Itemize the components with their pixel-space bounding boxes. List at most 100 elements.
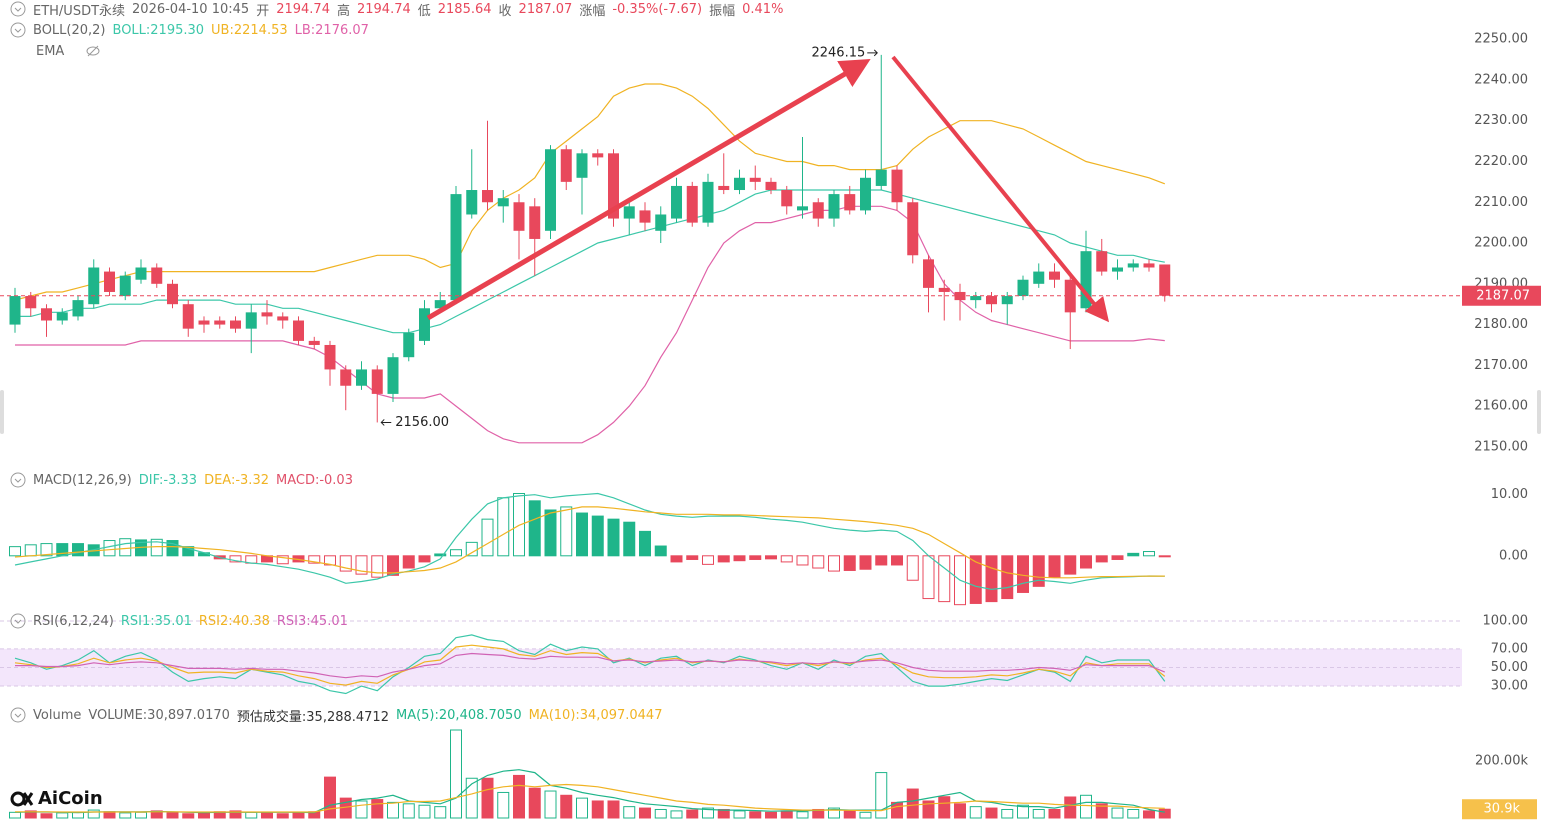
candle-body xyxy=(41,308,52,321)
macd-bar xyxy=(1080,555,1092,569)
volume-bar xyxy=(465,777,478,819)
candle-body xyxy=(797,206,808,211)
volume-bar xyxy=(371,799,384,819)
volume-bar xyxy=(639,807,651,819)
volume-bar xyxy=(733,810,746,819)
macd-bar xyxy=(576,512,588,557)
macd-bar xyxy=(9,546,21,557)
macd-bar xyxy=(40,543,53,557)
logo: AiCoin xyxy=(10,788,103,809)
collapse-icon[interactable] xyxy=(10,707,26,723)
series-line xyxy=(14,492,1165,591)
macd-bar xyxy=(339,555,352,572)
y-tick-label: 0.00 xyxy=(1499,548,1528,563)
candle-body xyxy=(135,267,147,280)
y-tick-label: 10.00 xyxy=(1491,487,1528,502)
macd-bar xyxy=(717,555,730,563)
candle-body xyxy=(1143,263,1155,268)
volume-bar xyxy=(670,810,683,819)
y-tick-label: 2250.00 xyxy=(1474,32,1528,47)
legend-entry: MA(5):20,408.7050 xyxy=(395,707,522,723)
volume-bar xyxy=(702,807,714,819)
candle-body xyxy=(812,202,824,219)
macd-bar xyxy=(875,555,888,566)
macd-bar xyxy=(969,555,982,604)
y-tick-label: 2150.00 xyxy=(1474,439,1528,454)
volume-bar xyxy=(654,808,667,819)
collapse-icon[interactable] xyxy=(10,472,26,488)
macd-bar xyxy=(922,555,935,600)
candle-body xyxy=(513,202,525,231)
candle-body xyxy=(1049,271,1060,280)
volume-legend: Volume VOLUME:30,897.0170 预估成交量:35,288.4… xyxy=(10,706,662,725)
macd-bar xyxy=(591,515,604,557)
indicator-name: MACD(12,26,9) xyxy=(33,472,132,488)
candle-body xyxy=(608,153,619,219)
candle-body xyxy=(938,287,950,292)
field-name: 高 xyxy=(336,3,350,19)
volume-bar xyxy=(607,800,620,819)
macd-bar xyxy=(1111,555,1124,560)
volume-bar xyxy=(859,811,872,819)
volume-bar xyxy=(843,809,856,819)
legend-entry: BOLL:2195.30 xyxy=(112,22,205,38)
candle-body xyxy=(671,185,682,219)
candle-body xyxy=(1080,251,1092,309)
annotation-arrow xyxy=(867,49,878,57)
candle-body xyxy=(230,320,241,329)
macd-bar xyxy=(639,530,651,557)
indicator-name: BOLL(20,2) xyxy=(33,22,106,38)
legend-entry: DIF:-3.33 xyxy=(138,472,198,488)
last-price-label: 2187.07 xyxy=(1476,288,1530,303)
candle-body xyxy=(545,149,556,231)
collapse-icon[interactable] xyxy=(10,22,26,38)
candle-body xyxy=(198,320,210,325)
logo-text: AiCoin xyxy=(38,788,103,809)
macd-legend: MACD(12,26,9) DIF:-3.33 DEA:-3.32 MACD:-… xyxy=(10,471,353,489)
candle-body xyxy=(1001,296,1013,305)
candle-body xyxy=(371,369,383,394)
field-value: 2187.07 xyxy=(518,1,573,17)
trend-arrow-up xyxy=(426,58,871,321)
y-tick-label: 200.00k xyxy=(1475,754,1528,769)
volume-bar xyxy=(938,796,951,819)
volume-bar xyxy=(434,806,447,819)
macd-bar xyxy=(812,555,825,569)
collapse-icon[interactable] xyxy=(10,1,26,17)
candle-body xyxy=(104,271,115,292)
macd-bar xyxy=(843,555,856,571)
volume-bar xyxy=(229,810,242,819)
y-tick-label: 2240.00 xyxy=(1474,72,1528,87)
candle-body xyxy=(1064,279,1076,313)
plot-layers: 2150.002160.002170.002180.002190.002200.… xyxy=(0,32,1541,820)
hidden-icon[interactable] xyxy=(85,43,101,59)
volume-bar xyxy=(544,790,557,819)
candle-body xyxy=(718,185,730,191)
candle-body xyxy=(482,190,493,203)
volume-bar xyxy=(591,800,604,819)
side-handle[interactable] xyxy=(0,390,4,434)
volume-bar xyxy=(40,813,53,819)
volume-badge-label: 30.9k xyxy=(1484,802,1521,817)
collapse-icon[interactable] xyxy=(10,613,26,629)
volume-bar xyxy=(450,729,462,819)
indicator-name: RSI(6,12,24) xyxy=(33,613,114,629)
candle-body xyxy=(576,153,588,178)
field-value: 2194.74 xyxy=(356,1,411,17)
volume-bar xyxy=(513,774,525,819)
side-handle[interactable] xyxy=(1537,390,1541,434)
volume-bar xyxy=(402,803,415,819)
candle-body xyxy=(403,332,415,358)
legend-entry: UB:2214.53 xyxy=(211,22,288,38)
volume-bar xyxy=(497,791,510,819)
volume-bar xyxy=(780,810,793,819)
volume-bar xyxy=(103,811,116,819)
candle-body xyxy=(56,312,68,321)
legend-entry: MACD:-0.03 xyxy=(275,472,353,488)
rsi-legend: RSI(6,12,24) RSI1:35.01 RSI2:40.38 RSI3:… xyxy=(10,612,348,630)
macd-bar xyxy=(434,553,447,557)
candle-body xyxy=(1159,264,1171,296)
time: 2026-04-10 10:45 xyxy=(132,1,250,17)
macd-bar xyxy=(985,555,998,603)
candle-body xyxy=(277,316,289,321)
